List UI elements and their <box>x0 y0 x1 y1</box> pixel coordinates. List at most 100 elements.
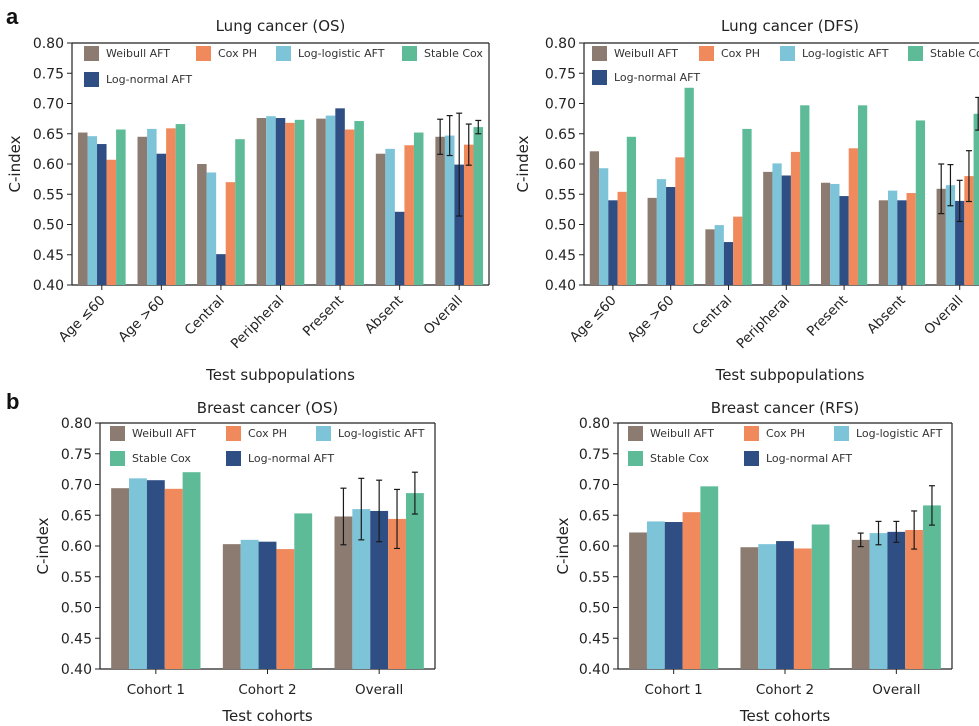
error-bar-weibull-aft-overall <box>857 532 864 548</box>
bar-log-logistic-aft-peripheral <box>772 163 782 285</box>
y-tick-label: 0.60 <box>33 157 64 173</box>
bar-cox-ph-overall <box>388 518 406 669</box>
bar-stable-cox-overall <box>973 113 979 285</box>
bar-log-logistic-aft-absent <box>385 148 395 285</box>
x-tick-label: Overall <box>921 293 966 338</box>
bar-log-logistic-aft-cohort-2 <box>240 539 259 669</box>
y-tick-label: 0.80 <box>545 36 576 52</box>
bar-stable-cox-age-60 <box>116 129 126 285</box>
bar-cox-ph-overall <box>905 530 924 669</box>
bar-weibull-aft-present <box>316 118 326 285</box>
x-tick-label: Cohort 1 <box>645 682 703 698</box>
legend-label: Stable Cox <box>132 452 191 465</box>
bar-group-absent <box>878 120 926 285</box>
legend-item-weibull-aft: Weibull AFT <box>592 46 678 61</box>
bar-stable-cox-central <box>742 128 752 285</box>
legend-label: Log-normal AFT <box>766 452 852 465</box>
y-tick-label: 0.70 <box>33 97 64 113</box>
legend-item-cox-ph: Cox PH <box>196 46 257 61</box>
bar-cox-ph-central <box>733 216 743 285</box>
bar-group-peripheral <box>256 116 305 286</box>
bar-group-cohort-1 <box>629 486 719 669</box>
x-tick-label: Overall <box>355 682 403 698</box>
y-tick-label: 0.70 <box>61 478 92 494</box>
legend-swatch <box>402 46 417 61</box>
y-tick-label: 0.55 <box>545 187 576 203</box>
bar-log-logistic-aft-central <box>206 172 217 285</box>
bar-log-logistic-aft-age-60 <box>656 179 667 285</box>
bar-group-central <box>705 128 752 285</box>
x-axis-label: Test subpopulations <box>715 366 865 384</box>
bar-log-logistic-aft-age-60 <box>87 136 98 285</box>
error-bar-weibull-aft-overall <box>437 118 444 155</box>
error-bar-log-normal-aft-overall <box>956 179 963 223</box>
bar-group-absent <box>375 132 424 285</box>
bar-stable-cox-overall <box>405 493 424 669</box>
y-tick-label: 0.70 <box>545 97 576 113</box>
legend-item-log-logistic-aft: Log-logistic AFT <box>316 426 425 441</box>
legend: Weibull AFT Cox PH Log-logistic AFT Stable … <box>84 46 483 87</box>
bar-group-age-60 <box>589 136 637 285</box>
legend-swatch <box>196 46 211 61</box>
x-tick-label: Age >60 <box>625 293 678 346</box>
bar-stable-cox-cohort-1 <box>182 472 201 669</box>
legend-swatch <box>592 70 607 85</box>
breast-rfs-chart: Breast cancer (RFS) Test cohorts C-index… <box>554 399 953 725</box>
legend-item-stable-cox: Stable Cox <box>402 46 483 61</box>
bar-cox-ph-peripheral <box>285 122 295 285</box>
error-bar-log-logistic-aft-overall <box>358 477 365 541</box>
legend-item-log-normal-aft: Log-normal AFT <box>226 451 334 466</box>
bar-log-normal-aft-cohort-2 <box>258 541 277 669</box>
error-bar-log-normal-aft-overall <box>376 479 383 543</box>
bar-stable-cox-present <box>354 121 364 285</box>
legend-label: Weibull AFT <box>106 47 170 60</box>
error-bar-cox-ph-overall <box>965 150 972 203</box>
bar-stable-cox-cohort-1 <box>700 486 719 669</box>
error-bar-log-logistic-aft-overall <box>947 164 954 207</box>
legend: Weibull AFT Cox PH Log-logistic AFT Stable … <box>592 46 979 85</box>
bar-log-normal-aft-age-60 <box>666 186 676 285</box>
bar-group-overall <box>851 485 941 669</box>
bar-group-overall <box>936 96 979 285</box>
bar-stable-cox-age-60 <box>684 87 694 286</box>
bar-stable-cox-present <box>857 105 868 285</box>
legend-label: Weibull AFT <box>132 427 196 440</box>
y-tick-label: 0.50 <box>33 218 64 234</box>
legend-swatch <box>908 46 923 61</box>
bar-cox-ph-cohort-1 <box>164 488 183 669</box>
legend-label: Cox PH <box>721 47 760 60</box>
bar-weibull-aft-absent <box>375 153 386 285</box>
y-tick-label: 0.50 <box>61 601 92 617</box>
bar-stable-cox-absent <box>915 120 926 285</box>
error-bar-weibull-aft-overall <box>340 487 347 546</box>
x-tick-label: Cohort 1 <box>127 682 185 698</box>
legend-swatch <box>744 426 759 441</box>
legend-swatch <box>84 72 99 87</box>
x-tick-label: Central <box>689 293 735 339</box>
bar-log-logistic-aft-central <box>714 225 724 285</box>
y-tick-label: 0.45 <box>61 631 92 647</box>
legend-swatch <box>226 426 241 441</box>
legend-swatch <box>744 451 759 466</box>
y-tick-label: 0.55 <box>33 187 64 203</box>
x-tick-label: Peripheral <box>734 293 794 353</box>
bar-log-logistic-aft-cohort-1 <box>129 478 147 669</box>
legend-item-log-logistic-aft: Log-logistic AFT <box>276 46 385 61</box>
legend-item-weibull-aft: Weibull AFT <box>84 46 170 61</box>
x-tick-label: Central <box>182 293 228 339</box>
bar-group-present <box>316 108 364 285</box>
x-tick-label: Peripheral <box>228 293 288 353</box>
y-tick-label: 0.45 <box>579 631 610 647</box>
bar-cox-ph-cohort-2 <box>276 549 295 669</box>
y-tick-label: 0.50 <box>545 218 576 234</box>
x-tick-label: Present <box>804 293 851 340</box>
bar-log-normal-aft-overall <box>955 200 965 285</box>
legend-label: Log-normal AFT <box>614 71 700 84</box>
legend-swatch <box>628 451 643 466</box>
legend-label: Log-logistic AFT <box>802 47 889 60</box>
x-tick-label: Present <box>300 293 347 340</box>
y-tick-label: 0.45 <box>545 248 576 264</box>
legend-item-log-normal-aft: Log-normal AFT <box>84 72 192 87</box>
legend-label: Cox PH <box>248 427 287 440</box>
bar-group-cohort-1 <box>111 472 201 669</box>
